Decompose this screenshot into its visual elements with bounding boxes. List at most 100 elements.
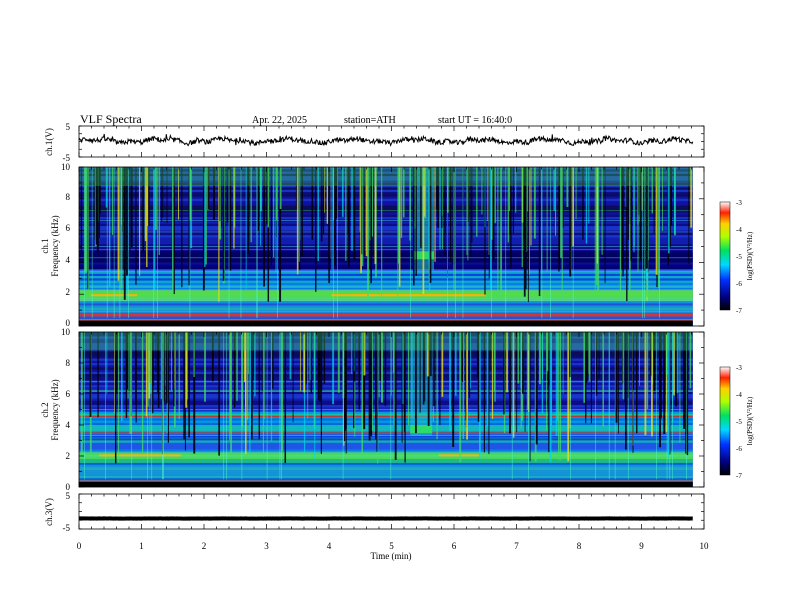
- sferic-line: [659, 332, 661, 396]
- sferic-line: [471, 167, 473, 243]
- spectrogram-row: [79, 180, 693, 184]
- sferic-line: [625, 332, 627, 450]
- start-time-label: start UT = 16:40:0: [438, 115, 512, 126]
- spectrogram-row: [79, 305, 693, 309]
- spectrogram-row: [79, 196, 693, 200]
- sferic-line: [441, 167, 443, 229]
- sferic-line: [219, 167, 221, 221]
- sferic-line: [178, 167, 179, 220]
- sferic-line: [627, 167, 629, 241]
- sferic-line: [144, 167, 147, 242]
- sferic-line: [218, 167, 220, 302]
- sferic-line: [254, 332, 256, 397]
- sferic-line: [292, 332, 294, 423]
- sferic-line: [651, 167, 653, 214]
- sferic-full: [279, 332, 281, 480]
- spectrogram-row: [79, 210, 693, 213]
- sferic-full: [608, 332, 610, 480]
- xtick-5: 5: [389, 541, 394, 551]
- sferic-line: [559, 167, 561, 268]
- sferic-line: [494, 332, 496, 402]
- sferic-full: [541, 167, 543, 319]
- sferic-full: [462, 167, 464, 319]
- xtick-10: 10: [700, 541, 710, 551]
- sferic-line: [476, 167, 478, 237]
- sferic-line: [541, 332, 544, 414]
- low-frequency-line: [79, 319, 693, 321]
- sferic-line: [152, 332, 154, 387]
- frequency-feature-band: [79, 313, 693, 317]
- sferic-line: [598, 332, 600, 379]
- spectrogram-row: [79, 228, 693, 231]
- sferic-line: [181, 167, 183, 288]
- spectrogram-row: [79, 427, 693, 430]
- sferic-line: [296, 167, 299, 275]
- sferic-line: [685, 332, 687, 454]
- spectrogram-row: [79, 269, 693, 272]
- sferic-line: [281, 332, 284, 451]
- upper-haze: [79, 332, 693, 351]
- sferic-line: [392, 332, 395, 373]
- sferic-line: [467, 167, 469, 261]
- low-frequency-strip: [79, 481, 693, 487]
- sferic-full: [672, 332, 673, 480]
- sferic-full: [642, 167, 643, 319]
- sferic-line: [548, 332, 550, 453]
- sferic-full: [342, 332, 344, 480]
- sferic-line: [266, 167, 268, 225]
- sferic-line: [279, 167, 282, 209]
- sferic-full: [105, 332, 106, 480]
- sferic-full: [240, 167, 242, 319]
- ch2-ytick-10: 10: [61, 327, 71, 337]
- ch2-ytick-4: 4: [66, 420, 71, 430]
- spectrogram-row: [79, 462, 693, 466]
- sferic-full: [223, 332, 225, 480]
- sferic-line: [295, 167, 297, 211]
- sferic-line: [436, 167, 438, 210]
- sferic-line: [303, 332, 306, 393]
- spectrogram-row: [79, 212, 693, 215]
- spectrogram-row: [79, 282, 693, 286]
- sferic-line: [343, 332, 346, 442]
- sferic-line: [667, 332, 670, 457]
- spectrogram-row: [79, 280, 693, 284]
- sferic-line: [481, 167, 483, 215]
- sferic-line: [284, 332, 287, 463]
- sferic-line: [476, 332, 479, 378]
- sferic-line: [526, 332, 528, 411]
- spectrogram-row: [79, 301, 693, 304]
- upper-haze: [79, 167, 693, 187]
- sferic-line: [488, 332, 490, 454]
- sferic-line: [433, 332, 435, 407]
- sferic-line: [566, 167, 569, 208]
- sferic-line: [334, 167, 336, 267]
- sferic-line: [299, 167, 301, 270]
- sferic-line: [193, 332, 196, 454]
- sferic-line: [439, 332, 441, 425]
- sferic-line: [253, 332, 255, 376]
- spectrogram-row: [79, 226, 693, 229]
- sferic-full: [119, 167, 121, 319]
- spectrogram-row: [79, 271, 693, 275]
- sferic-full: [666, 332, 668, 480]
- figure-title: VLF Spectra: [80, 112, 142, 126]
- sferic-line: [185, 332, 188, 408]
- ch2-colorbar-label: log(PSD)(V²/Hz): [746, 396, 754, 445]
- sferic-full: [162, 332, 164, 480]
- sferic-line: [622, 332, 625, 400]
- sferic-line: [520, 332, 522, 429]
- sferic-line: [586, 332, 588, 383]
- ch2-spectrogram: [79, 332, 693, 488]
- spectrogram-row: [79, 266, 693, 270]
- sferic-full: [505, 167, 507, 319]
- spectrogram-row: [79, 310, 693, 313]
- sferic-full: [614, 332, 616, 480]
- ch1-ytick-4: 4: [66, 255, 71, 265]
- sferic-line: [663, 332, 666, 396]
- spectrogram-row: [79, 420, 693, 424]
- sferic-full: [491, 167, 492, 319]
- ch1-cb-tick-m3: -3: [736, 199, 742, 207]
- sferic-full: [627, 332, 629, 480]
- sferic-line: [271, 332, 274, 389]
- spectral-line: [79, 437, 693, 439]
